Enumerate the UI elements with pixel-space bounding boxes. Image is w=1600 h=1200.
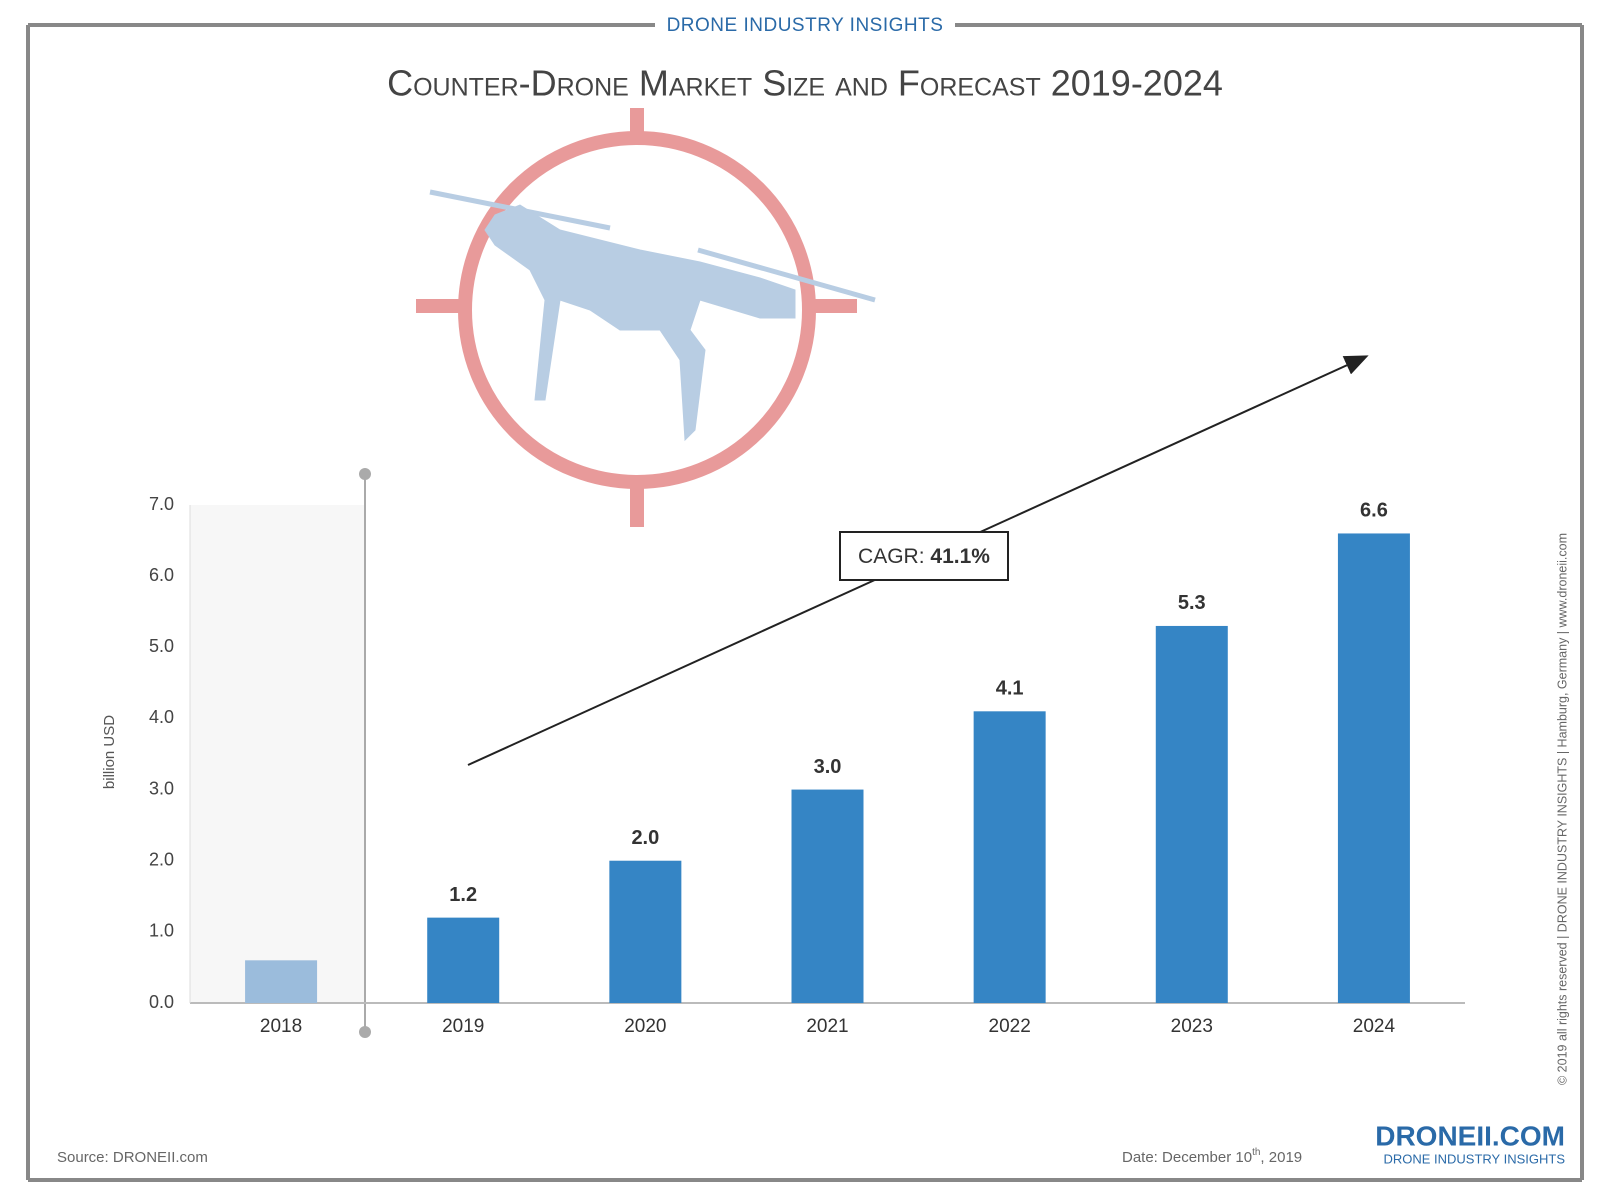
bar (609, 860, 682, 1003)
y-tick-label: 5.0 (149, 636, 174, 656)
annotation-value: 41.1% (930, 545, 990, 568)
date-sup: th (1252, 1147, 1260, 1158)
source: Source: DRONEII.com (57, 1149, 208, 1166)
value-label: 5.3 (1178, 592, 1206, 614)
y-tick-label: 6.0 (149, 565, 174, 585)
divider-cap (359, 468, 371, 480)
y-axis-label: billion USD (101, 715, 118, 789)
annotation: CAGR: 41.1% (858, 545, 990, 568)
bar (427, 917, 500, 1003)
annotation-label: CAGR: (858, 545, 925, 568)
value-label: 4.1 (996, 678, 1024, 700)
chart-title: Counter-Drone Market Size and Forecast 2… (387, 63, 1223, 104)
y-tick-label: 3.0 (149, 778, 174, 798)
date: Date: December 10th, 2019 (1122, 1147, 1302, 1166)
x-tick-label: 2019 (442, 1016, 484, 1037)
x-tick-label: 2023 (1171, 1016, 1213, 1037)
y-tick-label: 7.0 (149, 494, 174, 514)
x-tick-label: 2022 (989, 1016, 1031, 1037)
divider-cap (359, 1026, 371, 1038)
bar (1155, 625, 1228, 1003)
date-end: , 2019 (1260, 1149, 1302, 1166)
y-tick-label: 2.0 (149, 849, 174, 869)
value-label: 3.0 (814, 756, 842, 778)
logo: DRONEII.COM (1375, 1120, 1565, 1151)
x-tick-label: 2020 (624, 1016, 666, 1037)
bar (973, 711, 1046, 1003)
bar (1337, 533, 1410, 1003)
logo-subtitle: DRONE INDUSTRY INSIGHTS (1383, 1151, 1565, 1166)
y-tick-label: 0.0 (149, 992, 174, 1012)
x-tick-label: 2018 (260, 1016, 302, 1037)
header: DRONE INDUSTRY INSIGHTS (667, 15, 944, 36)
crosshair-ticks (416, 108, 857, 527)
value-label: 1.2 (449, 884, 477, 906)
bar (245, 960, 318, 1003)
side-note: © 2019 all rights reserved | DRONE INDUS… (1555, 533, 1569, 1085)
y-tick-label: 4.0 (149, 707, 174, 727)
value-label: 2.0 (631, 827, 659, 849)
date-main: Date: December 10 (1122, 1149, 1252, 1166)
x-tick-label: 2021 (806, 1016, 848, 1037)
annotation-box (839, 531, 1009, 581)
bar (791, 789, 864, 1003)
value-label: 6.6 (1360, 500, 1388, 522)
x-tick-label: 2024 (1353, 1016, 1396, 1037)
illustration (190, 108, 876, 1038)
drone (429, 189, 876, 442)
y-tick-label: 1.0 (149, 921, 174, 941)
frame (26, 23, 1584, 1182)
base-year-shade (190, 505, 365, 1003)
